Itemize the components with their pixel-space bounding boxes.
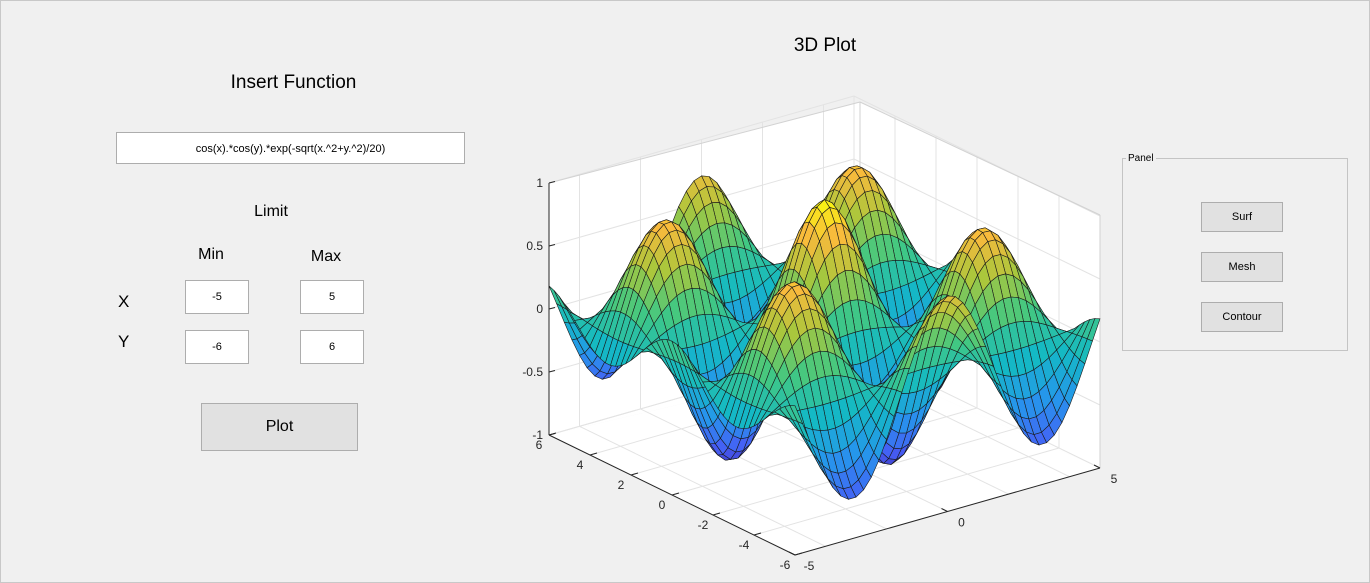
z-tick-mark — [548, 307, 556, 310]
x-tick-mark — [1093, 464, 1101, 469]
plot-title: 3D Plot — [793, 35, 857, 56]
y-tick-mark — [548, 432, 557, 436]
z-tick-mark — [548, 370, 556, 373]
y-max-input[interactable]: 6 — [300, 330, 364, 364]
y-tick-label: 2 — [618, 478, 625, 492]
x-tick-label: -5 — [804, 559, 815, 573]
grid-line — [579, 425, 826, 547]
y-tick-mark — [712, 512, 721, 516]
limit-label: Limit — [254, 203, 288, 220]
min-label: Min — [198, 246, 224, 263]
x-max-input[interactable]: 5 — [300, 280, 364, 314]
x-row-label: X — [118, 292, 130, 311]
z-tick-label: 0.5 — [526, 239, 543, 253]
insert-function-title: Insert Function — [230, 72, 357, 93]
max-label: Max — [310, 248, 342, 265]
contour-button[interactable]: Contour — [1201, 302, 1283, 332]
z-tick-label: 0 — [536, 302, 543, 316]
x-tick-mark — [941, 508, 948, 512]
y-row-label: Y — [118, 332, 130, 351]
y-tick-label: 0 — [659, 498, 666, 512]
grid-line — [640, 408, 887, 530]
z-tick-label: -0.5 — [522, 365, 543, 379]
z-tick-label: -1 — [532, 428, 543, 442]
y-tick-label: 6 — [536, 438, 543, 452]
x-tick-label: 0 — [958, 516, 965, 530]
z-tick-mark — [548, 244, 556, 247]
y-tick-label: -2 — [698, 518, 709, 532]
panel-group — [1122, 158, 1348, 351]
function-input[interactable]: cos(x).*cos(y).*exp(-sqrt(x.^2+y.^2)/20) — [116, 132, 465, 164]
surface-face — [789, 405, 804, 425]
y-tick-label: -6 — [780, 558, 791, 572]
y-tick-mark — [794, 552, 803, 556]
z-tick-mark — [548, 181, 556, 184]
plot-button[interactable]: Plot — [201, 403, 358, 451]
mesh-button[interactable]: Mesh — [1201, 252, 1283, 282]
y-tick-label: -4 — [739, 538, 750, 552]
y-tick-mark — [671, 492, 680, 496]
y-min-input[interactable]: -6 — [185, 330, 249, 364]
x-min-input[interactable]: -5 — [185, 280, 249, 314]
y-tick-mark — [753, 532, 762, 536]
surface-mesh — [548, 165, 1101, 500]
x-tick-mark — [788, 551, 796, 556]
panel-title: Panel — [1126, 153, 1156, 164]
y-tick-mark — [630, 472, 639, 476]
surf-button[interactable]: Surf — [1201, 202, 1283, 232]
x-tick-label: 5 — [1111, 472, 1118, 486]
y-tick-mark — [589, 452, 598, 456]
z-tick-label: 1 — [536, 176, 543, 190]
y-tick-label: 4 — [577, 458, 584, 472]
